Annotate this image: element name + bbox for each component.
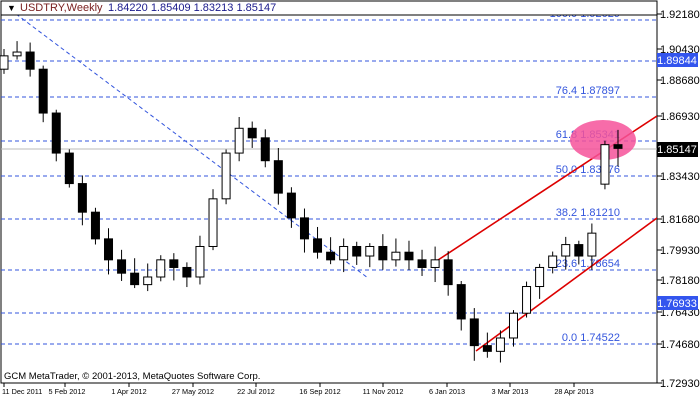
svg-text:22 Jul 2012: 22 Jul 2012 xyxy=(237,387,275,396)
svg-text:1.76933: 1.76933 xyxy=(657,298,697,310)
svg-text:1.88680: 1.88680 xyxy=(660,75,700,87)
svg-text:5 Feb 2012: 5 Feb 2012 xyxy=(49,387,86,396)
svg-text:1.81680: 1.81680 xyxy=(660,214,700,226)
svg-text:16 Sep 2012: 16 Sep 2012 xyxy=(299,387,340,396)
svg-text:76.4 1.87897: 76.4 1.87897 xyxy=(556,85,620,97)
svg-text:6 Jan 2013: 6 Jan 2013 xyxy=(429,387,465,396)
svg-text:50.0 1.83276: 50.0 1.83276 xyxy=(556,164,620,176)
svg-text:1.84220 1.85409 1.83213 1.8514: 1.84220 1.85409 1.83213 1.85147 xyxy=(108,2,276,14)
svg-text:11 Nov 2012: 11 Nov 2012 xyxy=(363,387,404,396)
svg-text:1.72930: 1.72930 xyxy=(660,378,700,390)
svg-text:1 Apr 2012: 1 Apr 2012 xyxy=(111,387,146,396)
svg-text:1.89844: 1.89844 xyxy=(657,55,697,67)
svg-text:3 Mar 2013: 3 Mar 2013 xyxy=(492,387,529,396)
svg-text:GCM MetaTrader, © 2001-2013, M: GCM MetaTrader, © 2001-2013, MetaQuotes … xyxy=(4,371,260,382)
svg-text:▼: ▼ xyxy=(7,3,16,13)
svg-text:28 Apr 2013: 28 Apr 2013 xyxy=(554,387,593,396)
svg-text:1.74680: 1.74680 xyxy=(660,339,700,351)
svg-text:1.83430: 1.83430 xyxy=(660,171,700,183)
svg-text:38.2 1.81210: 38.2 1.81210 xyxy=(556,207,620,219)
svg-text:0.0 1.74522: 0.0 1.74522 xyxy=(562,332,620,344)
svg-text:1.78180: 1.78180 xyxy=(660,275,700,287)
svg-text:1.85147: 1.85147 xyxy=(657,144,697,156)
svg-text:27 May 2012: 27 May 2012 xyxy=(172,387,214,396)
svg-text:1.79930: 1.79930 xyxy=(660,245,700,257)
svg-text:11 Dec 2011: 11 Dec 2011 xyxy=(2,387,42,396)
svg-text:USDTRY,Weekly: USDTRY,Weekly xyxy=(20,2,103,14)
svg-text:1.86930: 1.86930 xyxy=(660,111,700,123)
svg-text:1.92180: 1.92180 xyxy=(660,9,700,21)
